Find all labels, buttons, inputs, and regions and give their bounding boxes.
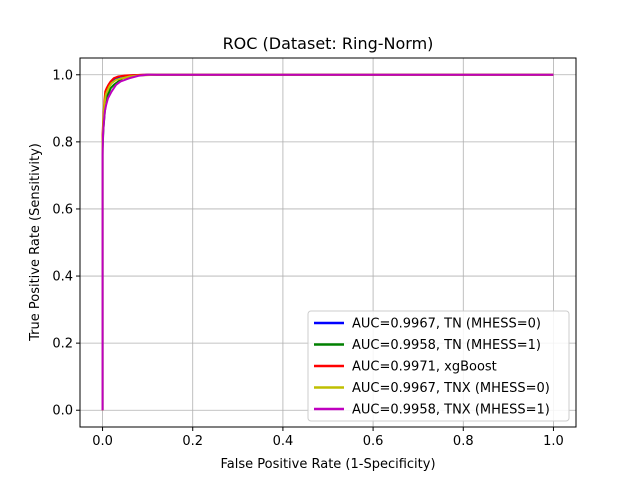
x-tick-label: 0.0 bbox=[92, 434, 113, 449]
y-axis-ticks: 0.0 0.2 0.4 0.6 0.8 1.0 bbox=[52, 68, 80, 419]
x-axis-ticks: 0.0 0.2 0.4 0.6 0.8 1.0 bbox=[92, 427, 564, 449]
legend-label: AUC=0.9958, TN (MHESS=1) bbox=[352, 338, 541, 353]
chart-title: ROC (Dataset: Ring-Norm) bbox=[223, 34, 434, 53]
y-tick-label: 1.0 bbox=[52, 68, 73, 83]
y-tick-label: 0.6 bbox=[52, 202, 73, 217]
y-tick-label: 0.8 bbox=[52, 135, 73, 150]
x-axis-label: False Positive Rate (1-Specificity) bbox=[220, 457, 435, 472]
x-tick-label: 1.0 bbox=[543, 434, 564, 449]
x-tick-label: 0.6 bbox=[363, 434, 384, 449]
y-tick-label: 0.0 bbox=[52, 404, 73, 419]
y-axis-label: True Positive Rate (Sensitivity) bbox=[28, 143, 43, 342]
x-tick-label: 0.4 bbox=[273, 434, 294, 449]
legend-label: AUC=0.9958, TNX (MHESS=1) bbox=[352, 403, 550, 418]
y-tick-label: 0.4 bbox=[52, 270, 73, 285]
legend-label: AUC=0.9971, xgBoost bbox=[352, 360, 497, 375]
plot-frame bbox=[79, 57, 577, 428]
x-tick-label: 0.2 bbox=[182, 434, 203, 449]
legend: AUC=0.9967, TN (MHESS=0) AUC=0.9958, TN (… bbox=[307, 310, 570, 422]
series-line-5 bbox=[101, 73, 554, 411]
legend-label: AUC=0.9967, TNX (MHESS=0) bbox=[352, 381, 550, 396]
series-lines bbox=[101, 73, 554, 411]
y-tick-label: 0.2 bbox=[52, 337, 73, 352]
legend-box bbox=[307, 310, 570, 422]
legend-label: AUC=0.9967, TN (MHESS=0) bbox=[352, 317, 541, 332]
x-tick-label: 0.8 bbox=[453, 434, 474, 449]
